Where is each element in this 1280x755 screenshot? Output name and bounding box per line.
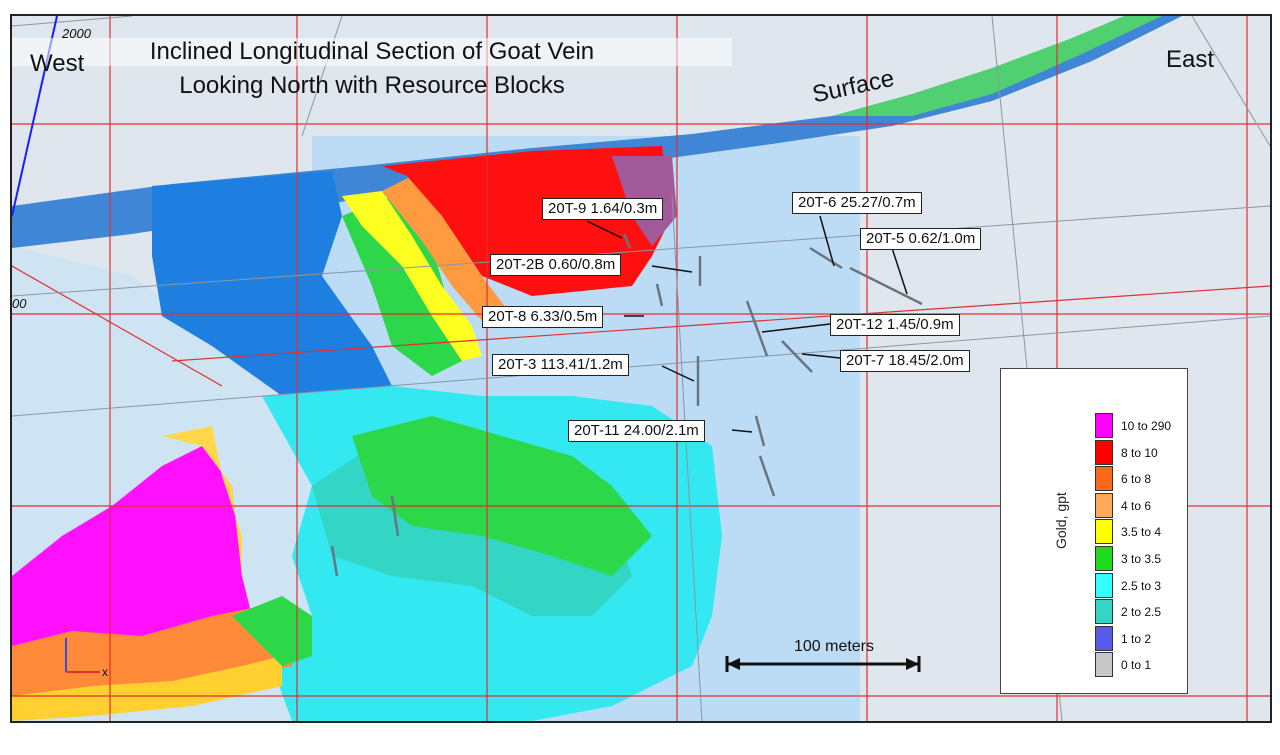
- legend-label: 6 to 8: [1121, 472, 1152, 487]
- drill-traces: [330, 233, 923, 577]
- legend-swatch: [1095, 466, 1113, 492]
- section-view: 2000 00: [10, 14, 1272, 723]
- legend-swatch: [1095, 546, 1113, 571]
- label-20t-9: 20T-9 1.64/0.3m: [542, 198, 664, 220]
- legend-swatch: [1095, 625, 1113, 651]
- legend-label: 2.5 to 3: [1121, 578, 1162, 593]
- blocks-yellow: [342, 191, 482, 361]
- scale-bar-graphic: [725, 656, 921, 672]
- blocks-yellow-base: [12, 656, 282, 721]
- label-20t-5: 20T-5 0.62/1.0m: [860, 228, 982, 250]
- grid-label-00: 00: [12, 296, 27, 311]
- legend-title: Gold, gpt: [1053, 492, 1069, 549]
- label-20t-7: 20T-7 18.45/2.0m: [840, 350, 970, 372]
- grid-label-2000: 2000: [61, 26, 92, 41]
- legend-swatch: [1095, 439, 1113, 465]
- section-canvas: 2000 00: [12, 16, 1270, 721]
- label-20t-2b: 20T-2B 0.60/0.8m: [490, 254, 622, 276]
- legend-swatch: [1095, 413, 1113, 438]
- legend-label: 8 to 10: [1121, 445, 1158, 460]
- label-20t-11: 20T-11 24.00/2.1m: [568, 420, 705, 442]
- scale-label: 100 meters: [793, 638, 875, 655]
- legend-label: 3 to 3.5: [1121, 552, 1162, 566]
- reference-lines: [12, 16, 1270, 721]
- legend-label: 2 to 2.5: [1121, 605, 1162, 620]
- legend-label: 0 to 1: [1121, 658, 1152, 673]
- title-line-1: Inclined Longitudinal Section of Goat Ve…: [12, 38, 732, 66]
- title-line-2: Looking North with Resource Blocks: [179, 72, 565, 99]
- legend-swatch: [1095, 599, 1113, 625]
- legend-swatch: [1095, 492, 1113, 518]
- scale-bar: 100 meters: [724, 638, 924, 678]
- blocks-green: [352, 416, 652, 576]
- label-20t-8: 20T-8 6.33/0.5m: [482, 306, 604, 328]
- legend-swatch: [1095, 652, 1113, 678]
- label-20t-3: 20T-3 113.41/1.2m: [492, 354, 629, 376]
- label-20t-12: 20T-12 1.45/0.9m: [830, 314, 960, 336]
- axis-x-label: x: [102, 665, 108, 679]
- legend-label: 4 to 6: [1121, 498, 1152, 513]
- legend-swatch: [1095, 519, 1113, 545]
- surface-band-green: [832, 16, 1162, 116]
- blocks-green-upper: [342, 196, 472, 376]
- legend-label: 1 to 2: [1121, 631, 1152, 646]
- legend-label: 3.5 to 4: [1121, 525, 1162, 540]
- axis-triad: x: [65, 638, 108, 679]
- blocks-green-sw: [232, 596, 312, 666]
- legend-swatch: [1095, 572, 1113, 598]
- leader-lines: [586, 215, 908, 433]
- east-label: East: [1166, 46, 1215, 73]
- legend: Gold, gpt 10 to 290 8 to 10 6 to 8 4 to 6 3.…: [1000, 368, 1188, 694]
- legend-label: 10 to 290: [1121, 419, 1172, 433]
- label-20t-6: 20T-6 25.27/0.7m: [792, 192, 922, 214]
- blocks-blue-north: [152, 171, 392, 396]
- blocks-orange: [382, 176, 512, 321]
- west-label: West: [30, 50, 85, 77]
